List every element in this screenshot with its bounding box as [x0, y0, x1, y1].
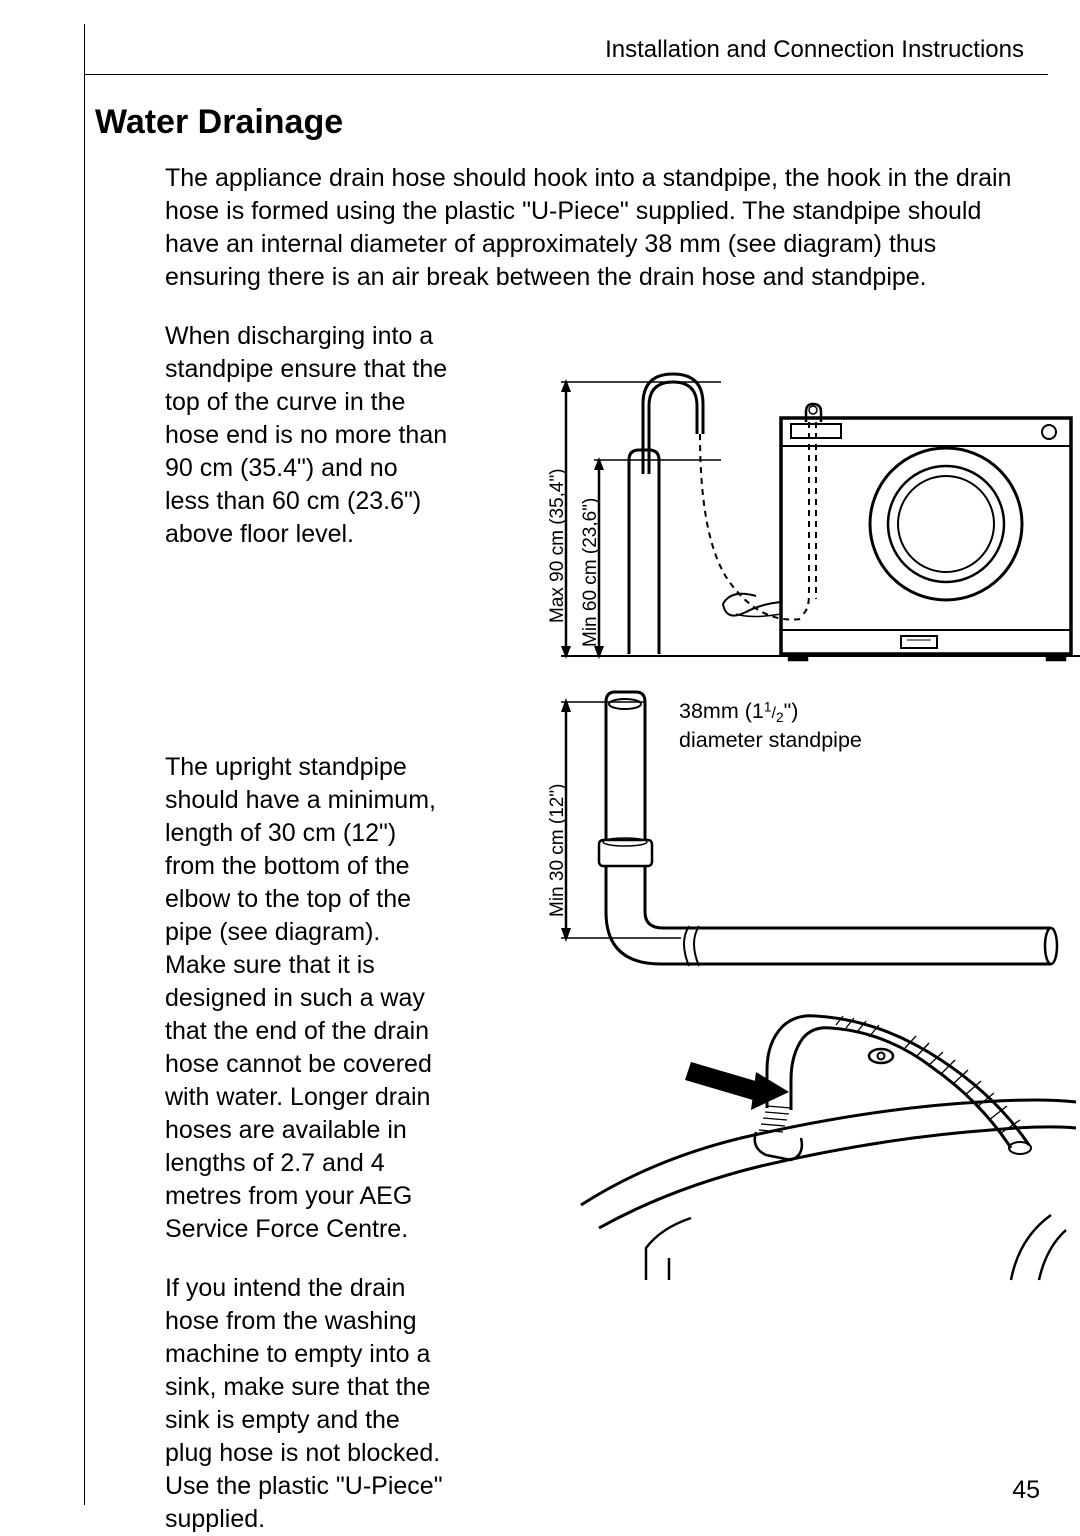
pipe-diameter-label: 38mm (11/2") diameter standpipe	[679, 698, 862, 755]
page-number: 45	[1012, 1476, 1040, 1505]
page-frame: Installation and Connection Instructions…	[84, 24, 1048, 1505]
diagram-area: Max 90 cm (35,4") Min 60 cm (23,6")	[551, 364, 1080, 1290]
standpipe-diagram: Min 30 cm (12") 38mm (11/2") diameter st…	[551, 682, 1080, 992]
paragraph-1: The appliance drain hose should hook int…	[85, 162, 1048, 294]
min-standpipe-label: Min 30 cm (12")	[547, 784, 569, 917]
max-height-label: Max 90 cm (35,4")	[547, 468, 569, 623]
pipe-label-suffix: ")	[784, 699, 799, 723]
paragraph-4: If you intend the drain hose from the wa…	[85, 1272, 1048, 1536]
min-height-label: Min 60 cm (23,6")	[580, 498, 602, 647]
sink-svg	[551, 1010, 1080, 1290]
breadcrumb: Installation and Connection Instructions	[605, 36, 1024, 63]
sink-diagram	[551, 1010, 1080, 1290]
page-header: Installation and Connection Instructions	[85, 24, 1048, 75]
section-title: Water Drainage	[85, 103, 1048, 142]
drain-height-svg	[551, 364, 1080, 674]
pipe-label-prefix: 38mm (1	[679, 699, 764, 723]
drain-height-diagram: Max 90 cm (35,4") Min 60 cm (23,6")	[551, 364, 1080, 674]
pipe-label-line2: diameter standpipe	[679, 728, 862, 752]
pipe-label-fraction: 1/2	[764, 704, 784, 722]
